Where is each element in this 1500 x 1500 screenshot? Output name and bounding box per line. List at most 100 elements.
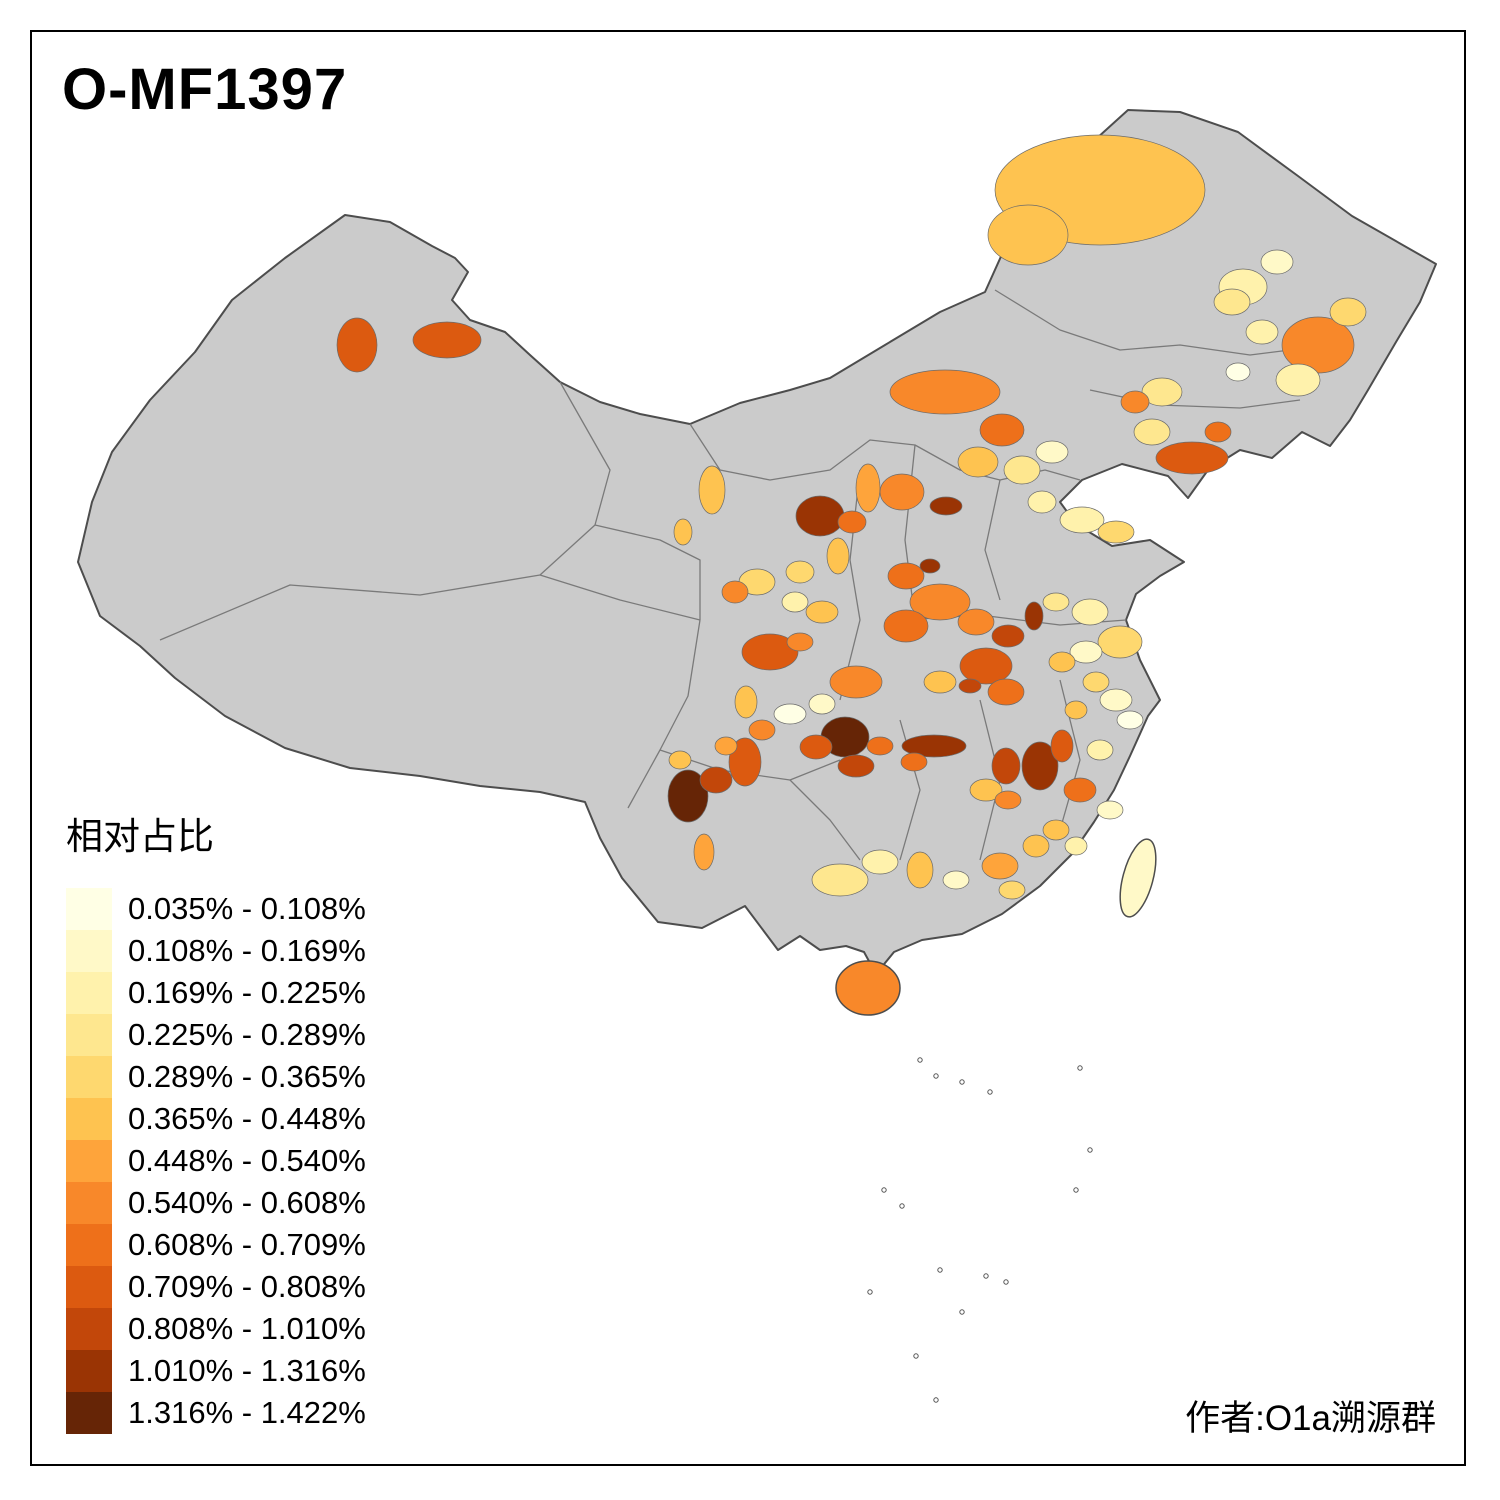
choropleth-patches: [336, 134, 1367, 900]
map-region: [1042, 592, 1070, 612]
map-region: [728, 737, 762, 787]
map-region: [799, 734, 833, 760]
map-region: [1245, 319, 1279, 345]
map-region: [957, 608, 995, 636]
map-region: [748, 719, 776, 741]
legend-item: 0.225% - 0.289%: [66, 1014, 366, 1056]
map-region: [987, 204, 1069, 266]
map-region: [958, 678, 982, 694]
map-region: [1097, 520, 1135, 544]
map-region: [909, 583, 971, 621]
islet: [867, 1289, 873, 1295]
islands: [835, 838, 1157, 1016]
map-region: [1275, 363, 1321, 397]
map-region: [1120, 390, 1150, 414]
map-region: [1116, 710, 1144, 730]
map-region: [901, 734, 967, 758]
map-region: [1096, 800, 1124, 820]
taiwan-island: [1119, 838, 1157, 918]
legend-swatch: [66, 930, 112, 972]
map-region: [1097, 625, 1143, 659]
map-region: [1133, 418, 1171, 446]
map-region: [1213, 288, 1251, 316]
islet: [987, 1089, 993, 1095]
map-region: [829, 665, 883, 699]
legend-label: 0.289% - 0.365%: [128, 1059, 366, 1094]
legend-swatch: [66, 1224, 112, 1266]
legend-swatch: [66, 1014, 112, 1056]
map-region: [837, 754, 875, 778]
map-region: [981, 852, 1019, 880]
legend-swatch: [66, 1350, 112, 1392]
legend-title: 相对占比: [66, 816, 214, 857]
map-region: [1003, 455, 1041, 485]
map-region: [786, 632, 814, 652]
legend-swatch: [66, 888, 112, 930]
islet: [899, 1203, 905, 1209]
legend-items: 0.035% - 0.108% 0.108% - 0.169% 0.169% - 0…: [66, 888, 366, 1434]
map-region: [987, 678, 1025, 706]
map-region: [1329, 297, 1367, 327]
legend-swatch: [66, 1056, 112, 1098]
map-region: [1050, 729, 1074, 763]
islet: [933, 1073, 939, 1079]
map-region: [673, 518, 693, 546]
map-region: [1155, 441, 1229, 475]
legend-item: 0.608% - 0.709%: [66, 1224, 366, 1266]
map-region: [959, 647, 1013, 685]
page-title: O-MF1397: [62, 57, 348, 122]
map-region: [900, 752, 928, 772]
legend-item: 1.010% - 1.316%: [66, 1350, 366, 1392]
legend-swatch: [66, 1140, 112, 1182]
map-region: [1042, 819, 1070, 841]
map-region: [957, 446, 999, 478]
map-region: [889, 369, 1001, 415]
legend-label: 0.365% - 0.448%: [128, 1101, 366, 1136]
legend-label: 0.225% - 0.289%: [128, 1017, 366, 1052]
map-region: [991, 624, 1025, 648]
legend-label: 0.709% - 0.808%: [128, 1269, 366, 1304]
map-region: [861, 849, 899, 875]
legend-label: 0.608% - 0.709%: [128, 1227, 366, 1262]
map-region: [714, 736, 738, 756]
islet: [1087, 1147, 1093, 1153]
map-region: [1059, 506, 1105, 534]
legend-item: 0.540% - 0.608%: [66, 1182, 366, 1224]
map-region: [1024, 601, 1044, 631]
map-region: [781, 591, 809, 613]
author-credit: 作者:O1a溯源群: [1185, 1399, 1436, 1438]
map-region: [1204, 421, 1232, 443]
map-region: [837, 510, 867, 534]
legend-label: 0.808% - 1.010%: [128, 1311, 366, 1346]
map-region: [998, 880, 1026, 900]
map-region: [795, 495, 845, 537]
islet: [937, 1267, 943, 1273]
map-region: [668, 750, 692, 770]
hainan-island: [835, 960, 901, 1016]
map-region: [805, 600, 839, 624]
legend-item: 0.365% - 0.448%: [66, 1098, 366, 1140]
map-region: [942, 870, 970, 890]
legend-swatch: [66, 1308, 112, 1350]
legend-label: 0.540% - 0.608%: [128, 1185, 366, 1220]
map-region: [991, 747, 1021, 785]
map-region: [699, 766, 733, 794]
map-region: [693, 833, 715, 871]
map-region: [1035, 440, 1069, 464]
map-region: [734, 685, 758, 719]
map-region: [1082, 671, 1110, 693]
map-region: [855, 463, 881, 513]
legend-item: 0.709% - 0.808%: [66, 1266, 366, 1308]
legend-label: 1.010% - 1.316%: [128, 1353, 366, 1388]
legend-label: 0.035% - 0.108%: [128, 891, 366, 926]
map-region: [1141, 377, 1183, 407]
legend-item: 1.316% - 1.422%: [66, 1392, 366, 1434]
map-region: [667, 769, 709, 823]
map-region: [698, 465, 726, 515]
map-region: [336, 317, 378, 373]
islet: [959, 1309, 965, 1315]
map-region: [1260, 249, 1294, 275]
map-region: [919, 558, 941, 574]
legend-item: 0.448% - 0.540%: [66, 1140, 366, 1182]
